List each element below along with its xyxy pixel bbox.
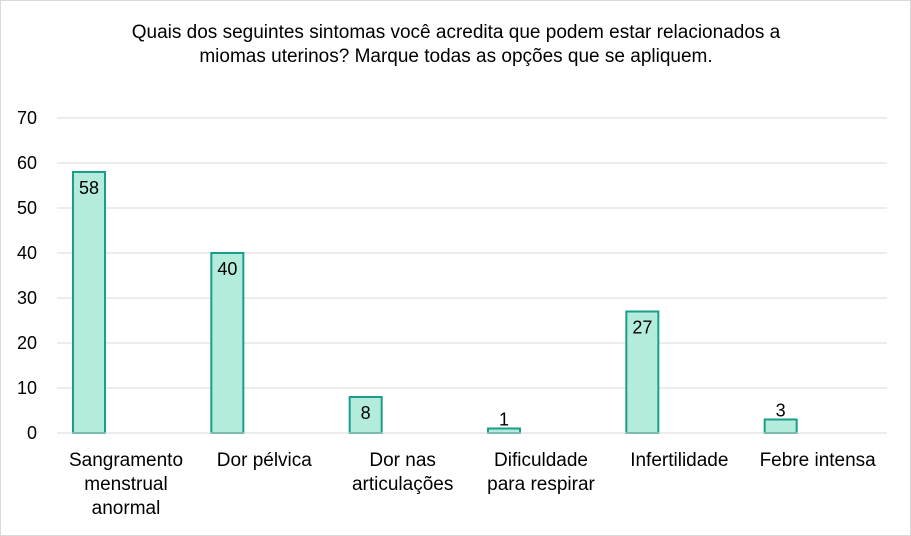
y-tick-label: 70 (17, 108, 37, 128)
data-label: 27 (632, 318, 652, 338)
x-tick-label: para respirar (487, 474, 595, 495)
bar (763, 418, 798, 434)
data-label: 1 (499, 410, 509, 430)
x-tick-label: Dor nas (369, 450, 436, 471)
data-label: 58 (79, 178, 99, 198)
data-label: 40 (217, 259, 237, 279)
y-tick-label: 10 (17, 378, 37, 398)
x-tick-label: Dificuldade (494, 450, 588, 471)
y-tick-label: 0 (27, 423, 37, 443)
y-tick-label: 20 (17, 333, 37, 353)
y-tick-label: 50 (17, 198, 37, 218)
x-tick-label: Dor pélvica (217, 450, 312, 471)
data-label: 3 (776, 401, 786, 421)
x-tick-label: Sangramento (69, 450, 183, 471)
bar (72, 171, 106, 434)
bar (210, 252, 245, 434)
x-tick-label: articulações (352, 474, 453, 495)
data-label: 8 (361, 403, 371, 423)
x-tick-label: Infertilidade (630, 450, 728, 471)
x-tick-label: anormal (92, 498, 161, 519)
y-tick-label: 60 (17, 153, 37, 173)
bar (625, 310, 660, 434)
chart-title: Quais dos seguintes sintomas você acredi… (131, 22, 781, 67)
bar (348, 396, 383, 434)
y-tick-label: 30 (17, 288, 37, 308)
x-tick-label: Febre intensa (760, 450, 877, 471)
x-tick-label: menstrual (84, 474, 167, 495)
y-tick-label: 40 (17, 243, 37, 263)
